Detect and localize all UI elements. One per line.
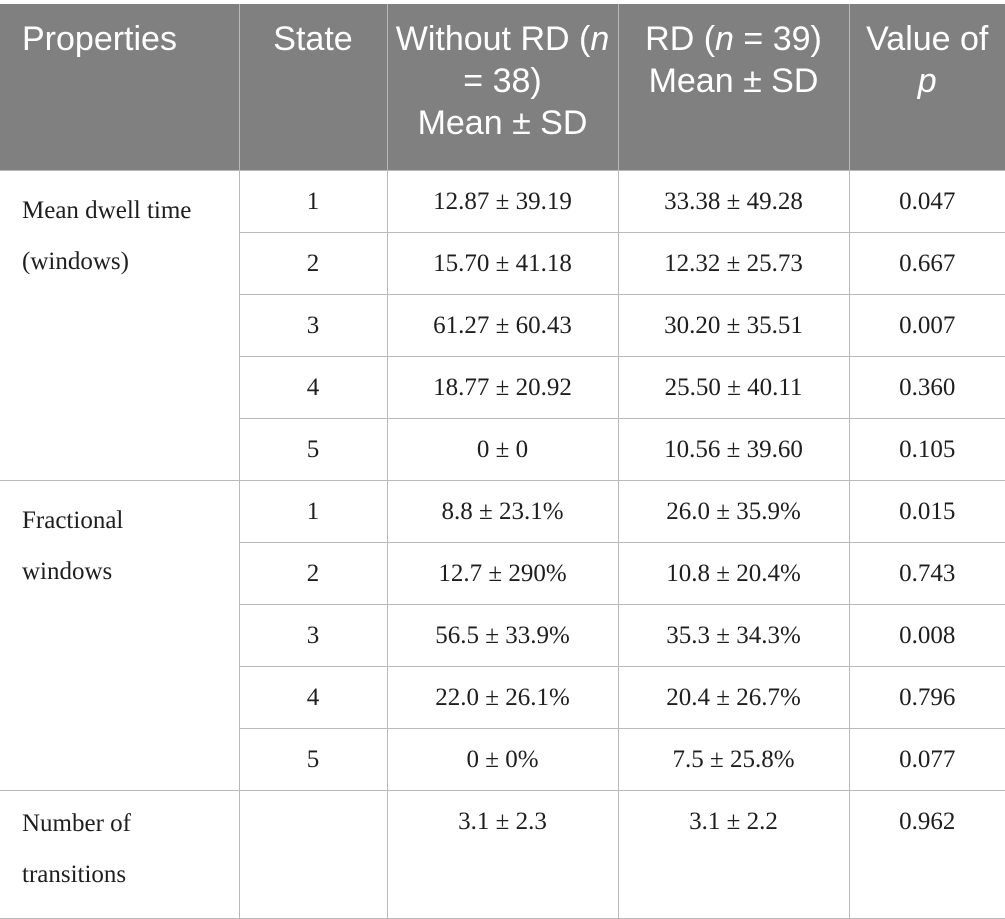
cell-without-rd: 15.70 ± 41.18 xyxy=(386,232,619,295)
cell-state: 5 xyxy=(239,418,388,481)
cell-pvalue: 0.667 xyxy=(848,232,1005,295)
header-without-rd-prefix: Without RD ( xyxy=(395,20,591,58)
header-rd-stat: Mean ± SD xyxy=(648,62,819,100)
cell-pvalue: 0.962 xyxy=(848,790,1005,919)
cell-rd: 10.56 ± 39.60 xyxy=(617,418,850,481)
cell-pvalue: 0.015 xyxy=(848,480,1005,543)
cell-rd: 25.50 ± 40.11 xyxy=(617,356,850,419)
cell-without-rd: 12.87 ± 39.19 xyxy=(386,170,619,233)
cell-state: 1 xyxy=(238,170,388,233)
header-without-rd-stat: Mean ± SD xyxy=(417,104,588,142)
header-state: State xyxy=(239,4,388,171)
cell-state: 2 xyxy=(239,232,388,295)
table-row: 5 0 ± 0% 7.5 ± 25.8% 0.077 xyxy=(0,728,1005,791)
cell-state: 2 xyxy=(239,542,388,605)
group-label-dwell-time: Mean dwell time (windows) xyxy=(0,170,240,481)
header-without-rd-n-value: = 38) xyxy=(463,62,542,100)
cell-without-rd: 22.0 ± 26.1% xyxy=(386,666,619,729)
header-properties: Properties xyxy=(0,4,240,171)
cell-pvalue: 0.743 xyxy=(848,542,1005,605)
cell-rd: 12.32 ± 25.73 xyxy=(617,232,850,295)
cell-rd: 3.1 ± 2.2 xyxy=(617,790,850,919)
table-row: 3 56.5 ± 33.9% 35.3 ± 34.3% 0.008 xyxy=(0,604,1005,667)
cell-pvalue: 0.007 xyxy=(848,294,1005,357)
cell-pvalue: 0.360 xyxy=(848,356,1005,419)
table-row: Fractional windows 1 8.8 ± 23.1% 26.0 ± … xyxy=(0,480,1005,791)
table-row: Number of transitions 3.1 ± 2.3 3.1 ± 2.… xyxy=(0,790,1005,919)
cell-without-rd: 61.27 ± 60.43 xyxy=(386,294,619,357)
group-label-fractional-windows: Fractional windows xyxy=(0,480,240,791)
cell-without-rd: 3.1 ± 2.3 xyxy=(386,790,619,919)
header-pvalue: Value of p xyxy=(849,4,1005,171)
header-without-rd-n: n xyxy=(590,20,610,58)
cell-without-rd: 0 ± 0% xyxy=(386,728,619,791)
cell-state xyxy=(238,790,388,919)
cell-pvalue: 0.796 xyxy=(848,666,1005,729)
cell-rd: 20.4 ± 26.7% xyxy=(617,666,850,729)
cell-state: 4 xyxy=(239,666,388,729)
cell-rd: 26.0 ± 35.9% xyxy=(617,480,850,543)
table-row: Mean dwell time (windows) 1 12.87 ± 39.1… xyxy=(0,170,1005,481)
cell-state: 1 xyxy=(238,480,388,543)
header-rd-prefix: RD ( xyxy=(645,20,716,58)
cell-without-rd: 12.7 ± 290% xyxy=(386,542,619,605)
cell-rd: 35.3 ± 34.3% xyxy=(617,604,850,667)
cell-state: 3 xyxy=(239,294,388,357)
table-row: 5 0 ± 0 10.56 ± 39.60 0.105 xyxy=(0,418,1005,481)
cell-state: 4 xyxy=(239,356,388,419)
cell-without-rd: 56.5 ± 33.9% xyxy=(386,604,619,667)
header-rd-n-value: = 39) xyxy=(733,20,822,58)
results-table: Properties State Without RD (n = 38) Mea… xyxy=(0,4,1005,919)
cell-without-rd: 8.8 ± 23.1% xyxy=(386,480,619,543)
cell-without-rd: 0 ± 0 xyxy=(386,418,619,481)
cell-pvalue: 0.008 xyxy=(848,604,1005,667)
cell-rd: 33.38 ± 49.28 xyxy=(617,170,850,233)
table-row: 3 61.27 ± 60.43 30.20 ± 35.51 0.007 xyxy=(0,294,1005,357)
cell-state: 3 xyxy=(239,604,388,667)
header-state-label: State xyxy=(273,20,353,58)
header-row: Properties State Without RD (n = 38) Mea… xyxy=(0,4,1005,171)
cell-state: 5 xyxy=(239,728,388,791)
table-body: Mean dwell time (windows) 1 12.87 ± 39.1… xyxy=(0,170,1005,919)
cell-rd: 30.20 ± 35.51 xyxy=(617,294,850,357)
cell-pvalue: 0.105 xyxy=(848,418,1005,481)
header-rd-n: n xyxy=(715,20,734,58)
cell-without-rd: 18.77 ± 20.92 xyxy=(386,356,619,419)
header-properties-label: Properties xyxy=(22,20,177,58)
header-without-rd: Without RD (n = 38) Mean ± SD xyxy=(387,4,619,171)
group-label-transitions: Number of transitions xyxy=(0,790,240,919)
cell-rd: 10.8 ± 20.4% xyxy=(617,542,850,605)
header-pvalue-prefix: Value of xyxy=(866,20,989,58)
cell-pvalue: 0.077 xyxy=(848,728,1005,791)
table-header: Properties State Without RD (n = 38) Mea… xyxy=(0,4,1005,171)
header-rd: RD (n = 39) Mean ± SD xyxy=(618,4,850,171)
table-row: 4 18.77 ± 20.92 25.50 ± 40.11 0.360 xyxy=(0,356,1005,419)
cell-rd: 7.5 ± 25.8% xyxy=(617,728,850,791)
header-pvalue-var: p xyxy=(917,62,937,100)
cell-pvalue: 0.047 xyxy=(848,170,1005,233)
